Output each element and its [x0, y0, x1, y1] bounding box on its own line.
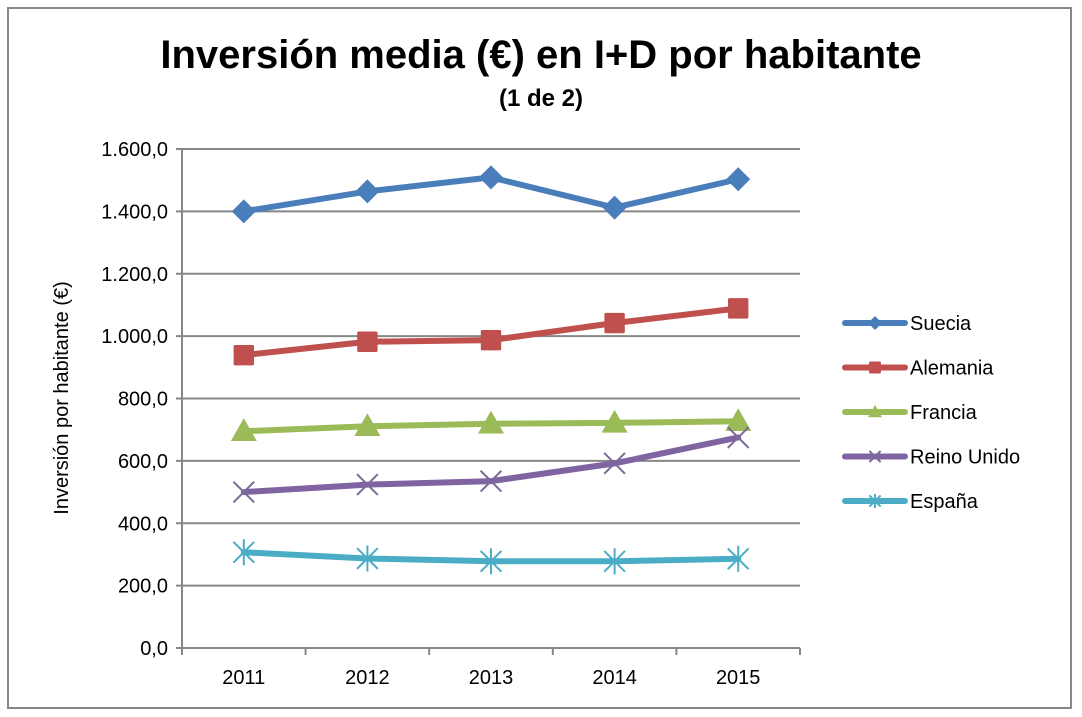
data-point — [728, 298, 749, 319]
triangle-marker-shape — [601, 409, 628, 433]
data-point — [603, 548, 626, 575]
data-point — [725, 408, 752, 432]
data-point — [231, 199, 256, 224]
triangle-marker-shape — [478, 410, 504, 434]
y-tick-label: 1.400,0 — [101, 201, 168, 223]
data-point — [354, 413, 381, 437]
legend-label: Alemania — [910, 358, 994, 380]
x-marker-stroke — [356, 473, 379, 496]
data-point — [480, 329, 502, 351]
data-point — [602, 195, 627, 220]
data-point — [727, 545, 750, 572]
x-tick-label: 2013 — [469, 667, 514, 689]
chart-subtitle: (1 de 2) — [499, 85, 583, 112]
data-point — [604, 312, 625, 334]
legend-label: Reino Unido — [910, 447, 1020, 469]
x-marker-stroke — [479, 470, 503, 493]
legend: Suecia Alemania Francia Reino Unido España — [842, 313, 1020, 513]
legend-item: Alemania — [842, 358, 994, 380]
legend-label: España — [910, 491, 979, 513]
diamond-marker-shape — [868, 316, 882, 330]
data-point — [355, 179, 380, 204]
y-tick-label: 600,0 — [118, 451, 168, 473]
y-tick-label: 200,0 — [118, 576, 168, 598]
x-tick-label: 2014 — [592, 667, 637, 689]
legend-marker — [868, 316, 882, 330]
data-point — [726, 167, 751, 192]
triangle-marker-shape — [230, 418, 257, 441]
data-point — [603, 452, 626, 475]
x-tick-label: 2012 — [345, 667, 390, 689]
gridlines — [182, 148, 800, 587]
triangle-marker-shape — [868, 405, 882, 418]
axes: 0,0 200,0 400,0 600,0 800,0 1.000,0 1.200,0 1.4… — [101, 139, 801, 689]
legend-item: Reino Unido — [842, 447, 1020, 469]
x-marker-stroke — [603, 452, 626, 475]
diamond-marker-shape — [479, 165, 503, 190]
chart-frame — [7, 7, 1072, 709]
x-marker-stroke — [868, 450, 882, 463]
square-marker-shape — [233, 344, 254, 366]
diamond-marker-shape — [231, 199, 256, 224]
series-españa — [232, 539, 750, 575]
square-marker-shape — [604, 312, 625, 334]
data-point — [232, 539, 255, 566]
data-point — [478, 410, 504, 434]
series-line — [240, 434, 742, 496]
y-tick-label: 400,0 — [118, 513, 168, 535]
y-tick-label: 1.600,0 — [101, 139, 168, 161]
y-tick-label: 0,0 — [140, 638, 168, 660]
data-point — [479, 470, 503, 493]
diamond-marker-shape — [355, 179, 380, 204]
square-marker-shape — [869, 361, 881, 374]
data-point — [232, 480, 255, 504]
legend-marker — [868, 405, 882, 418]
x-tick-label: 2011 — [222, 667, 265, 689]
data-point — [357, 331, 378, 352]
data-point — [356, 473, 379, 496]
data-point — [479, 548, 503, 575]
data-point — [601, 409, 628, 433]
legend-label: Suecia — [910, 313, 972, 335]
x-marker-stroke — [727, 426, 750, 449]
x-tick-label: 2015 — [716, 667, 761, 689]
diamond-marker-shape — [726, 167, 751, 192]
series-alemania — [233, 298, 749, 366]
x-marker-stroke — [232, 480, 255, 504]
y-axis-title: Inversión por habitante (€) — [51, 281, 73, 514]
legend-marker — [868, 450, 882, 463]
legend-marker — [869, 361, 881, 374]
series-reino-unido — [232, 426, 750, 504]
data-point — [479, 165, 503, 190]
y-tick-label: 1.200,0 — [101, 264, 168, 286]
chart-title: Inversión media (€) en I+D por habitante — [160, 33, 921, 77]
data-point — [233, 344, 254, 366]
y-tick-label: 1.000,0 — [101, 326, 168, 348]
series-layer — [230, 165, 752, 575]
diamond-marker-shape — [602, 195, 627, 220]
legend-item: España — [842, 491, 979, 513]
legend-item: Francia — [842, 402, 978, 424]
legend-marker — [868, 494, 882, 508]
legend-label: Francia — [910, 402, 978, 424]
data-point — [230, 418, 257, 441]
triangle-marker-shape — [725, 408, 752, 432]
data-point — [727, 426, 750, 449]
data-point — [356, 545, 379, 572]
square-marker-shape — [480, 329, 502, 351]
series-suecia — [231, 165, 751, 224]
legend-item: Suecia — [842, 313, 972, 335]
square-marker-shape — [357, 331, 378, 352]
triangle-marker-shape — [354, 413, 381, 437]
y-tick-label: 800,0 — [118, 389, 168, 411]
series-francia — [230, 408, 752, 441]
square-marker-shape — [728, 298, 749, 319]
